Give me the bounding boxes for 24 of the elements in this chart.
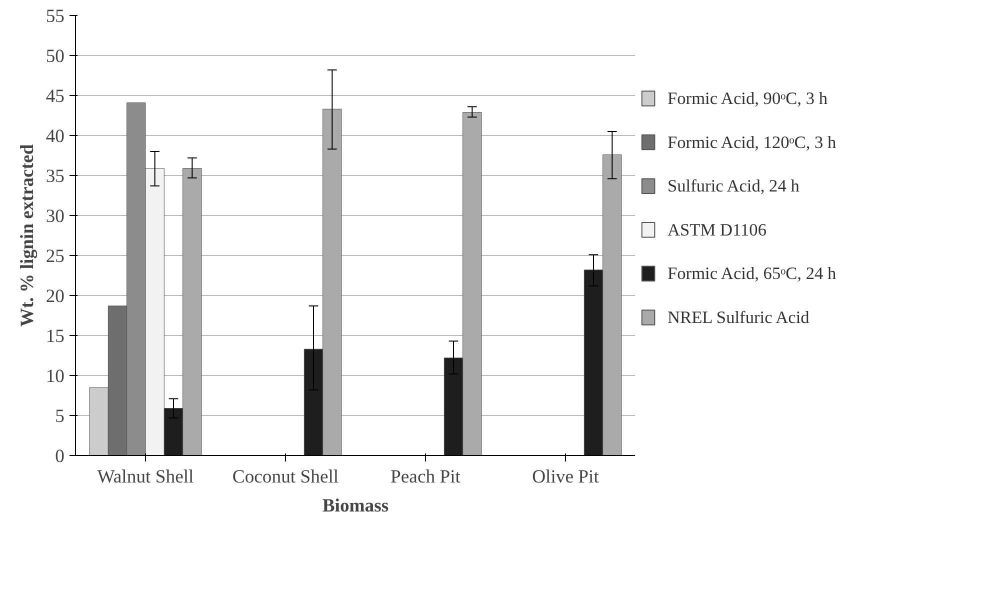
- y-axis-title: Wt. % lignin extracted: [16, 144, 38, 327]
- x-tick-label: Olive Pit: [532, 466, 600, 488]
- x-tick-label: Peach Pit: [390, 466, 462, 488]
- y-tick-label: 35: [46, 166, 64, 187]
- y-tick-label: 50: [46, 46, 64, 67]
- y-tick-label: 55: [46, 6, 64, 27]
- legend-label: NREL Sulfuric Acid: [668, 308, 810, 327]
- legend-label: Formic Acid, 90ᵒC, 3 h: [668, 88, 828, 108]
- legend-label: Formic Acid, 65ᵒC, 24 h: [668, 264, 836, 284]
- legend-label: ASTM D1106: [668, 220, 767, 240]
- y-tick-label: 45: [46, 86, 64, 107]
- y-tick-label: 0: [55, 446, 64, 467]
- legend-label: Sulfuric Acid, 24 h: [668, 176, 800, 196]
- y-tick-label: 15: [46, 326, 64, 347]
- y-tick-label: 40: [46, 126, 64, 147]
- y-tick-label: 10: [46, 366, 64, 387]
- x-axis-title: Biomass: [322, 496, 389, 516]
- y-tick-label: 30: [46, 206, 64, 227]
- y-tick-label: 5: [55, 406, 64, 427]
- x-tick-label: Walnut Shell: [97, 466, 194, 488]
- legend-label: Formic Acid, 120ᵒC, 3 h: [668, 132, 836, 152]
- x-tick-label: Coconut Shell: [232, 466, 339, 488]
- y-tick-label: 25: [46, 246, 64, 267]
- y-tick-label: 20: [46, 286, 64, 307]
